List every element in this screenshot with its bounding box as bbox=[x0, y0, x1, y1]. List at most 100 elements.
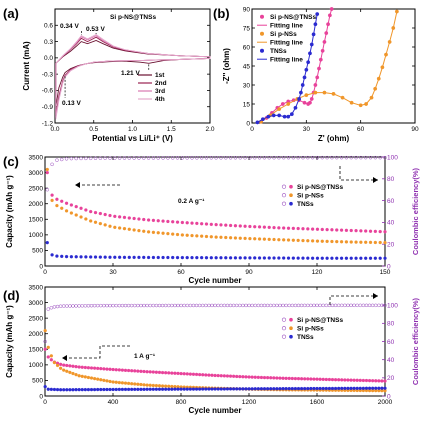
capacity-point-2 bbox=[175, 232, 180, 237]
capacity-point-3 bbox=[364, 256, 368, 260]
ce-point bbox=[92, 303, 97, 308]
capacity-point-3 bbox=[291, 256, 295, 260]
capacity-point-1 bbox=[315, 227, 320, 231]
ce-point bbox=[99, 303, 103, 308]
capacity-point-2 bbox=[127, 227, 131, 231]
capacity-point-1 bbox=[238, 224, 242, 228]
ce-point bbox=[210, 303, 214, 308]
x-tick-label: 1.5 bbox=[167, 126, 176, 133]
capacity-point-1 bbox=[296, 377, 301, 381]
ce-point bbox=[209, 156, 214, 160]
capacity-point-3 bbox=[93, 255, 98, 259]
capacity-point-2 bbox=[166, 232, 170, 236]
y-tick-label: 45 bbox=[243, 63, 251, 70]
capacity-point-3 bbox=[296, 386, 301, 391]
capacity-point-1 bbox=[259, 375, 264, 380]
capacity-point-1 bbox=[148, 370, 152, 374]
capacity-point-1 bbox=[309, 377, 313, 381]
capacity-point-2 bbox=[248, 236, 252, 241]
ce-point bbox=[127, 156, 132, 160]
capacity-point-2 bbox=[89, 376, 94, 380]
capacity-point-3 bbox=[346, 386, 350, 391]
capacity-point-1 bbox=[103, 212, 107, 217]
capacity-point-3 bbox=[190, 255, 194, 260]
capacity-point-3 bbox=[210, 387, 214, 391]
ce-point bbox=[224, 156, 228, 160]
capacity-point-1 bbox=[339, 228, 344, 232]
capacity-point-2 bbox=[137, 228, 141, 233]
eis-point bbox=[308, 100, 312, 105]
ce-point bbox=[330, 303, 335, 308]
y-tick-label: 0.0 bbox=[44, 55, 53, 62]
capacity-point-3 bbox=[127, 255, 131, 260]
capacity-point-3 bbox=[256, 387, 260, 391]
capacity-point-1 bbox=[277, 226, 281, 230]
capacity-point-1 bbox=[337, 378, 341, 382]
capacity-point-3 bbox=[310, 256, 315, 260]
ce-point bbox=[176, 303, 180, 308]
capacity-point-3 bbox=[195, 256, 199, 260]
legend-ce-marker-1 bbox=[281, 193, 287, 198]
capacity-point-3 bbox=[204, 387, 208, 391]
ce-point bbox=[122, 156, 127, 160]
capacity-point-3 bbox=[358, 386, 362, 390]
capacity-point-2 bbox=[139, 382, 143, 387]
capacity-point-1 bbox=[123, 368, 128, 372]
y-tick-label: 2500 bbox=[29, 185, 44, 192]
y-tick-label: 1000 bbox=[29, 362, 44, 369]
capacity-point-3 bbox=[123, 387, 128, 392]
capacity-point-3 bbox=[235, 387, 239, 391]
eis-point bbox=[289, 112, 294, 117]
capacity-point-3 bbox=[117, 255, 122, 259]
ce-point bbox=[146, 156, 151, 160]
ce-point bbox=[367, 303, 372, 308]
capacity-point-1 bbox=[175, 220, 180, 224]
eis-point bbox=[324, 31, 329, 35]
capacity-point-3 bbox=[209, 256, 213, 260]
capacity-point-3 bbox=[335, 256, 339, 260]
capacity-point-3 bbox=[377, 386, 381, 390]
capacity-point-2 bbox=[60, 206, 64, 210]
capacity-point-3 bbox=[337, 386, 341, 391]
capacity-point-1 bbox=[281, 376, 285, 380]
capacity-point-1 bbox=[238, 374, 242, 379]
capacity-point-2 bbox=[148, 383, 152, 387]
capacity-point-1 bbox=[136, 369, 140, 373]
ce-point bbox=[290, 303, 295, 308]
capacity-point-1 bbox=[201, 373, 205, 377]
ce-point bbox=[315, 155, 320, 160]
capacity-point-1 bbox=[253, 375, 257, 379]
capacity-point-3 bbox=[253, 387, 257, 391]
capacity-point-3 bbox=[359, 256, 363, 260]
capacity-point-2 bbox=[151, 383, 155, 388]
capacity-point-3 bbox=[303, 386, 307, 391]
capacity-point-2 bbox=[330, 239, 334, 244]
ce-point bbox=[286, 155, 291, 160]
ce-point bbox=[173, 303, 177, 308]
capacity-point-3 bbox=[74, 388, 78, 392]
capacity-point-3 bbox=[132, 255, 136, 260]
legend-label-c-1: Si p-NSs bbox=[297, 193, 324, 200]
capacity-point-1 bbox=[92, 366, 97, 370]
capacity-point-1 bbox=[330, 377, 335, 382]
capacity-point-3 bbox=[272, 387, 276, 391]
ce-point bbox=[309, 303, 313, 308]
arrow-to-ce-d bbox=[329, 295, 378, 305]
capacity-point-1 bbox=[126, 368, 131, 373]
capacity-point-3 bbox=[43, 385, 47, 389]
ce-point bbox=[133, 303, 137, 308]
capacity-point-2 bbox=[117, 380, 121, 385]
capacity-point-3 bbox=[167, 387, 171, 391]
legend-label-eis-4: TNSs bbox=[270, 48, 287, 55]
y2-tick-label: 20 bbox=[387, 375, 395, 382]
capacity-point-3 bbox=[286, 256, 291, 260]
capacity-point-2 bbox=[257, 237, 262, 241]
ce-point bbox=[225, 303, 230, 308]
capacity-point-1 bbox=[114, 368, 118, 372]
ce-point bbox=[71, 304, 75, 308]
eis-point bbox=[313, 90, 318, 95]
ce-point bbox=[244, 303, 248, 308]
capacity-point-3 bbox=[200, 256, 204, 260]
ce-point bbox=[204, 156, 209, 160]
capacity-point-1 bbox=[364, 378, 369, 383]
